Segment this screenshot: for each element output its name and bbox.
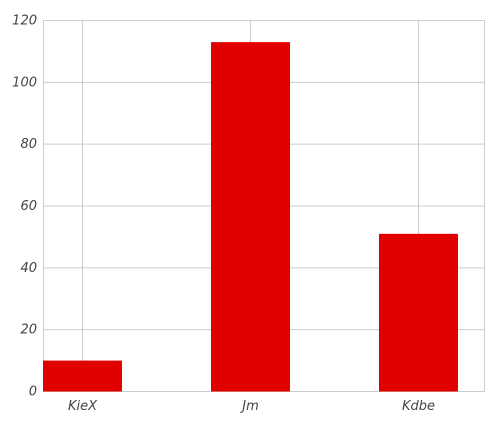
y-tick-label: 20 — [20, 323, 37, 338]
y-tick-label: 60 — [20, 199, 37, 214]
x-tick-label: KieX — [68, 399, 98, 414]
x-tick-label: Jm — [239, 399, 259, 414]
y-tick-label: 100 — [12, 75, 37, 90]
bars — [43, 42, 458, 392]
y-tick-label: 0 — [29, 385, 37, 400]
x-tick-label: Kdbe — [402, 399, 435, 414]
y-tick-label: 40 — [20, 261, 37, 276]
bar-jm — [211, 42, 290, 392]
y-tick-label: 80 — [20, 137, 37, 152]
y-tick-label: 120 — [12, 14, 37, 29]
y-axis-tick-labels: 0 20 40 60 80 100 120 — [12, 14, 37, 400]
bar-kdbe — [379, 233, 458, 392]
bar-kiex — [43, 360, 122, 392]
x-axis-tick-labels: KieX Jm Kdbe — [68, 399, 435, 414]
